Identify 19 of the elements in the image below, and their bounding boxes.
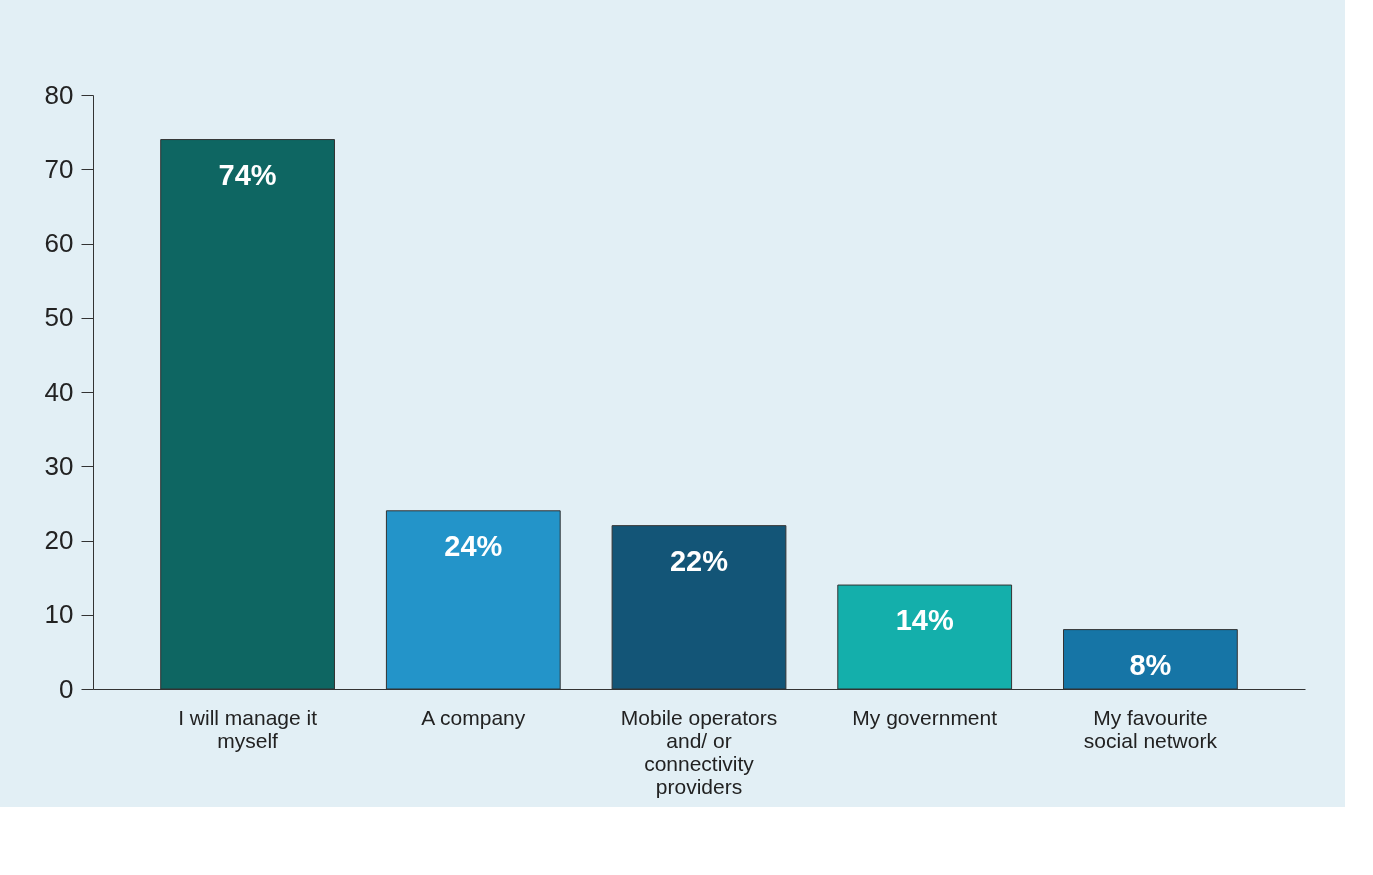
data-label: 14% [895,604,954,637]
y-tick-label: 40 [44,376,74,407]
x-tick-label: Mobile operators and/ or connectivity providers [620,705,778,798]
y-tick-label: 60 [44,228,74,258]
y-tick-label: 30 [44,450,74,481]
x-tick-label: My favourite social network [1083,705,1218,752]
x-tick-label: A company [421,705,526,729]
y-tick-label: 50 [44,302,74,333]
y-tick-label: 10 [44,599,74,630]
x-tick-label: My government [852,705,998,729]
y-tick-label: 0 [59,673,74,704]
y-tick-label: 70 [44,153,74,184]
y-tick-label: 80 [44,79,74,110]
data-label: 8% [1129,648,1172,681]
y-tick-label: 20 [44,525,74,555]
data-label: 22% [669,544,729,577]
x-tick-label: I will manage it myself [178,705,318,752]
data-label: 24% [444,529,503,562]
data-label: 74% [218,158,277,191]
